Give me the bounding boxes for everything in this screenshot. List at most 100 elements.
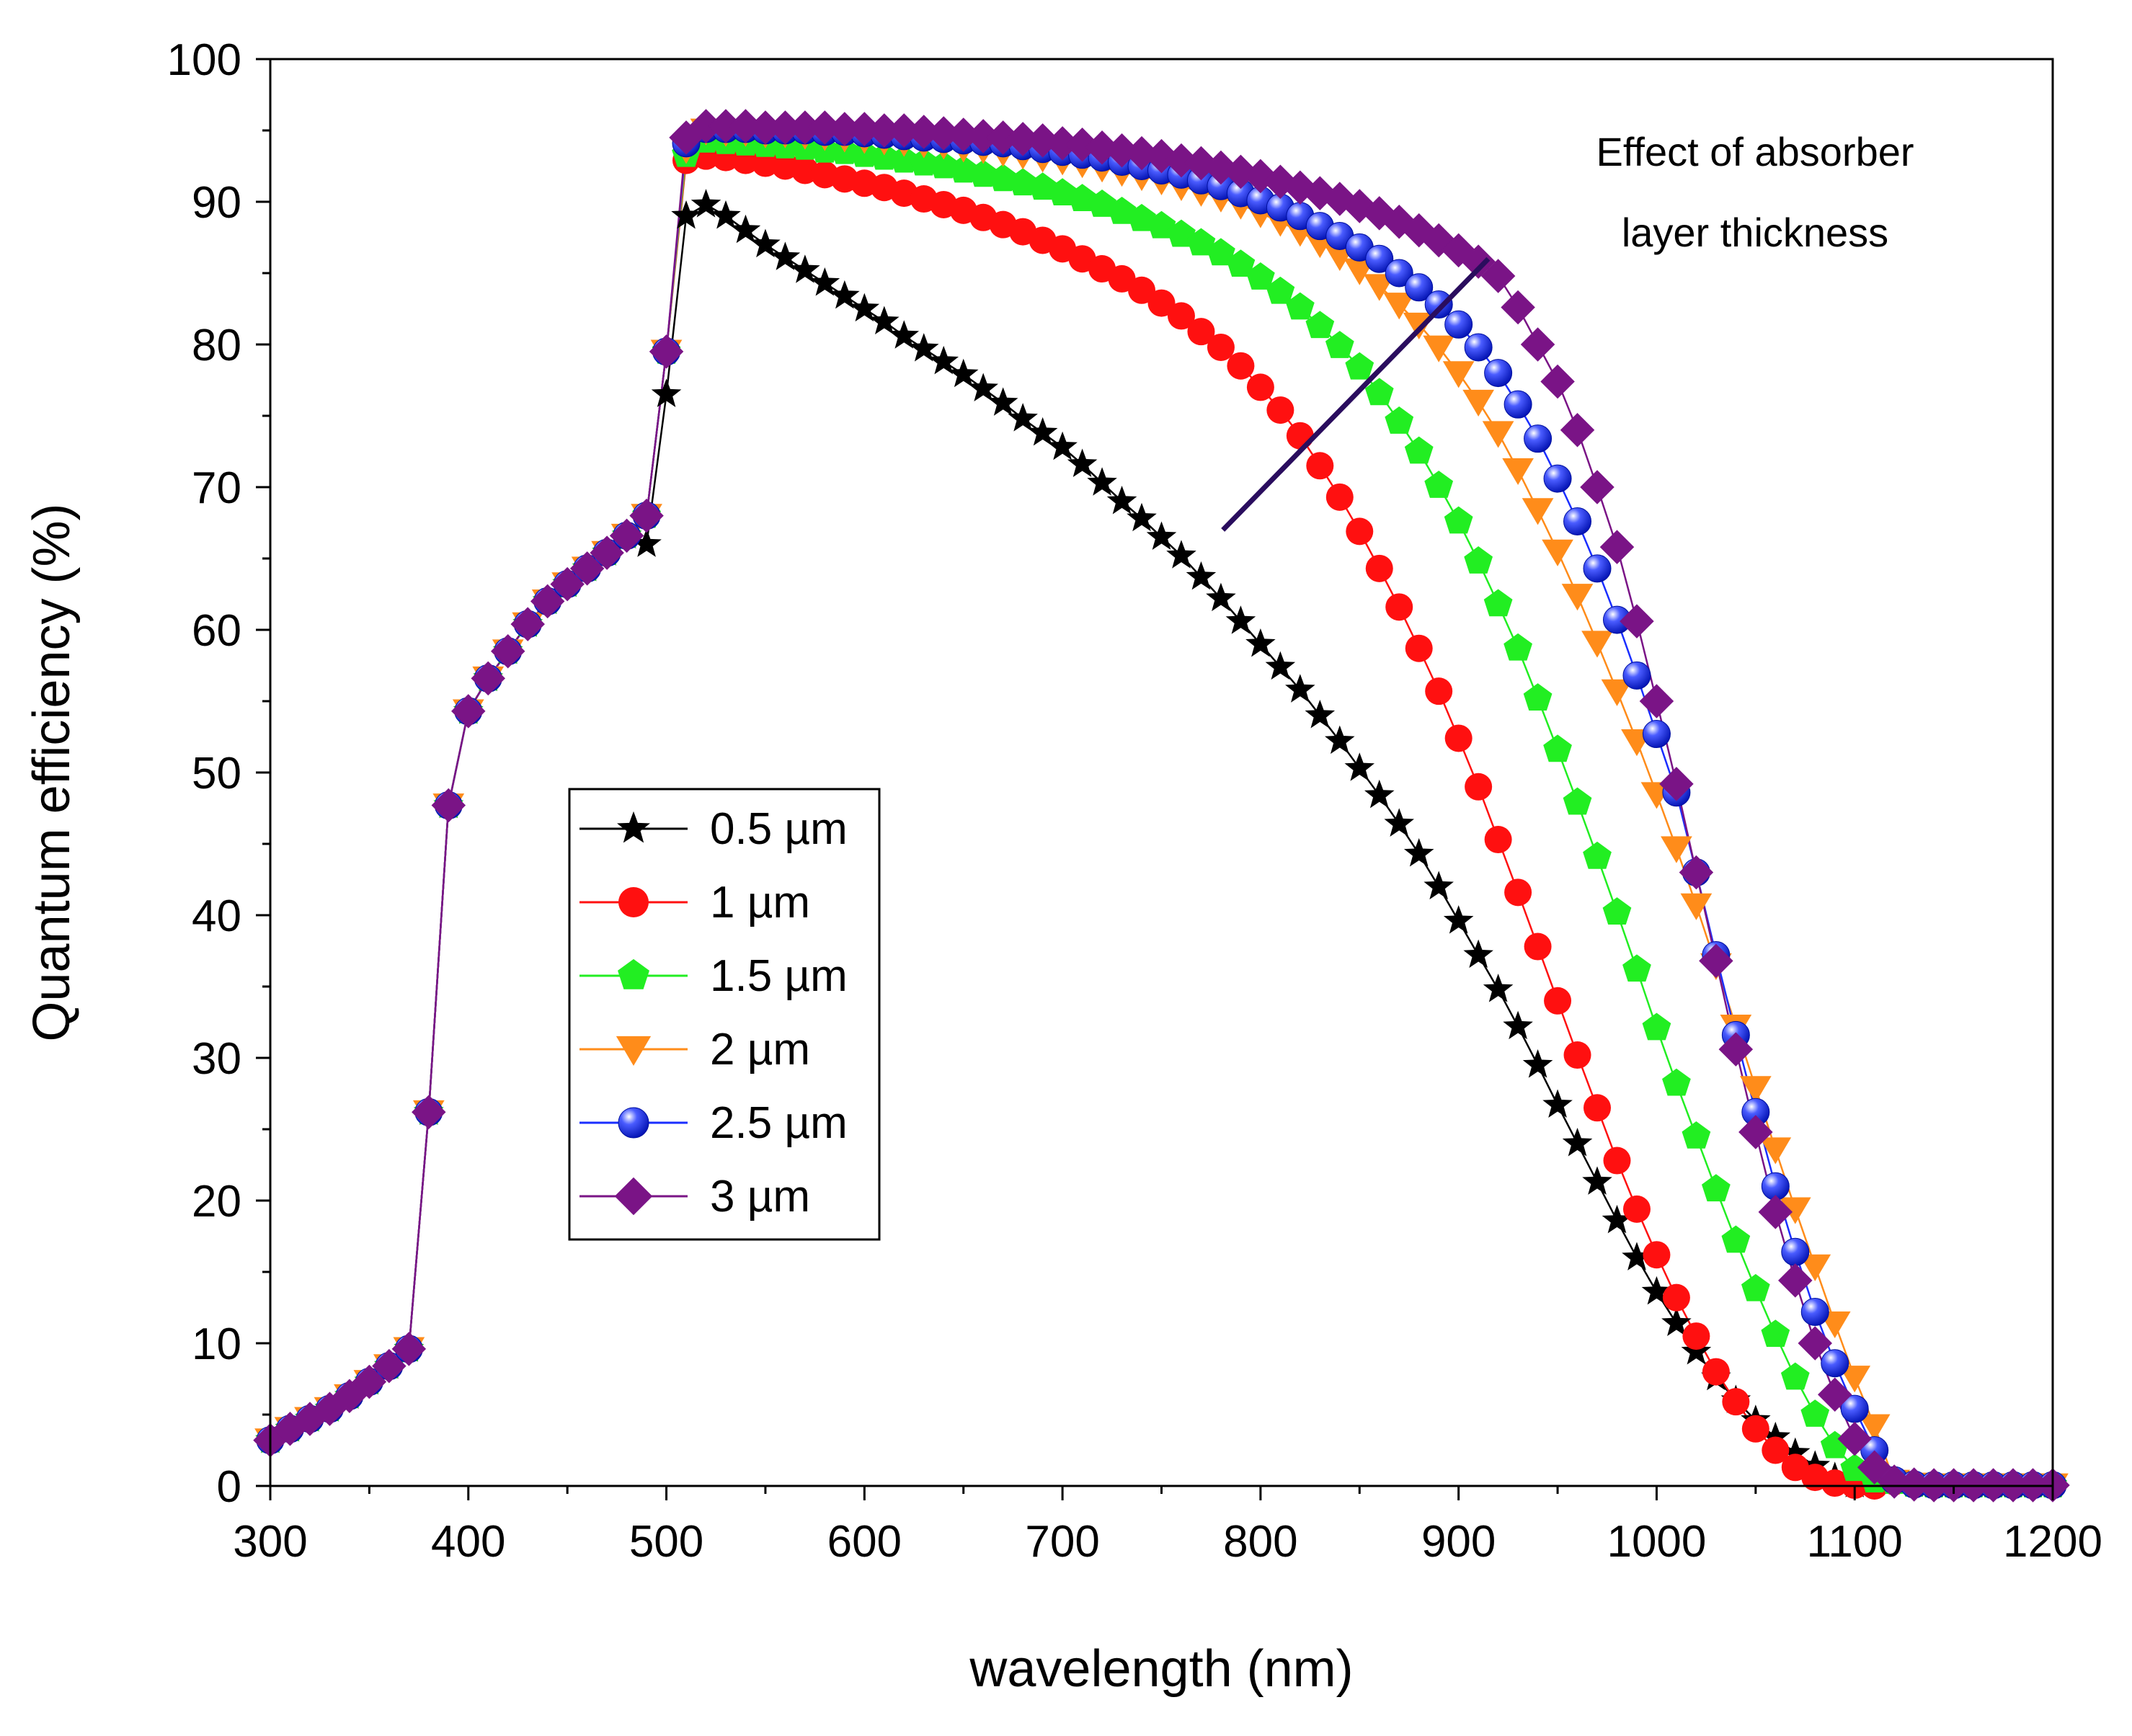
data-point-series-5	[867, 113, 902, 148]
data-point-series-1	[1544, 987, 1572, 1015]
data-point-series-0	[711, 200, 741, 229]
data-point-series-3	[1858, 1414, 1891, 1441]
data-point-series-5	[1580, 470, 1614, 504]
data-point-series-0	[1087, 467, 1117, 496]
data-point-series-2	[1622, 954, 1651, 982]
annotation-text: layer thickness	[1622, 210, 1888, 255]
data-point-series-0	[869, 306, 900, 334]
data-point-series-1	[1504, 878, 1532, 907]
data-point-series-3	[1482, 421, 1514, 448]
data-point-series-2	[1780, 1362, 1810, 1390]
legend-marker	[616, 1036, 652, 1066]
data-point-series-2	[1741, 1273, 1770, 1301]
x-tick-label: 1100	[1807, 1517, 1903, 1567]
data-point-series-1	[1622, 1195, 1651, 1223]
data-point-series-0	[830, 280, 860, 309]
legend-label: 2 µm	[710, 1025, 810, 1074]
data-point-series-1	[1484, 826, 1512, 854]
data-point-series-4	[1563, 507, 1592, 536]
data-point-series-5	[1896, 1467, 1932, 1502]
x-tick-label: 900	[1421, 1517, 1496, 1567]
data-point-series-5	[1639, 684, 1674, 718]
data-point-series-4	[1800, 1297, 1829, 1326]
y-tick-label: 80	[192, 321, 241, 370]
data-point-series-2	[1840, 1454, 1870, 1482]
legend-marker	[618, 1107, 649, 1139]
series-line-0	[270, 203, 1855, 1486]
data-point-series-2	[1246, 262, 1275, 290]
data-point-series-4	[1365, 244, 1394, 273]
x-tick-label: 500	[629, 1517, 703, 1567]
data-point-series-3	[1561, 584, 1594, 611]
data-point-series-5	[887, 113, 922, 148]
data-point-series-5	[728, 109, 763, 143]
data-point-series-3	[1839, 1366, 1871, 1393]
data-point-series-0	[1008, 403, 1038, 432]
data-point-series-3	[1759, 1137, 1792, 1165]
data-point-series-2	[1325, 331, 1354, 358]
data-point-series-5	[1798, 1326, 1833, 1361]
data-point-series-0	[928, 345, 959, 375]
annotation-arrow-line	[1221, 257, 1491, 532]
data-point-series-0	[1285, 674, 1315, 703]
data-point-series-3	[1581, 631, 1613, 658]
data-point-series-3	[1462, 389, 1494, 417]
x-tick-label: 600	[827, 1517, 902, 1567]
data-point-series-0	[849, 293, 880, 322]
data-point-series-0	[1047, 431, 1078, 460]
data-point-series-3	[1680, 893, 1713, 920]
y-axis-label: Quantum efficiency (%)	[23, 504, 81, 1042]
data-point-series-0	[1225, 605, 1256, 634]
data-point-series-0	[1681, 1336, 1712, 1365]
data-point-series-4	[1622, 661, 1651, 690]
y-tick-label: 10	[192, 1319, 241, 1369]
data-point-series-5	[1560, 413, 1595, 448]
x-tick-label: 800	[1223, 1517, 1297, 1567]
data-point-series-5	[1540, 364, 1575, 399]
legend-box	[568, 788, 881, 1241]
data-point-series-5	[530, 584, 565, 619]
x-tick-label: 1200	[2003, 1517, 2102, 1567]
data-point-series-2	[1424, 471, 1454, 498]
data-point-series-5	[926, 116, 961, 151]
data-point-series-5	[352, 1364, 387, 1399]
data-point-series-5	[1599, 530, 1635, 564]
data-point-series-5	[1659, 767, 1694, 801]
data-point-series-0	[770, 241, 801, 270]
data-point-series-1	[1524, 932, 1552, 961]
data-point-series-5	[550, 566, 585, 602]
data-point-series-5	[985, 120, 1021, 155]
data-point-series-5	[412, 1095, 446, 1129]
data-point-series-4	[1524, 424, 1553, 453]
data-point-series-1	[1325, 483, 1354, 511]
data-point-series-5	[709, 109, 743, 143]
data-point-series-5	[827, 112, 862, 146]
data-point-series-1	[1821, 1469, 1849, 1497]
data-point-series-5	[1738, 1115, 1773, 1149]
data-point-series-4	[1464, 333, 1493, 362]
data-point-series-0	[1463, 939, 1493, 969]
y-tick-label: 0	[217, 1462, 241, 1512]
data-point-series-0	[1443, 905, 1474, 934]
data-point-series-1	[1227, 352, 1255, 380]
data-point-series-0	[1661, 1307, 1692, 1336]
x-tick-label: 400	[431, 1517, 505, 1567]
data-point-series-2	[1602, 897, 1632, 925]
data-point-series-2	[1483, 589, 1513, 617]
y-tick-label: 100	[167, 35, 241, 85]
data-point-series-2	[1702, 1174, 1731, 1202]
data-point-series-5	[609, 518, 644, 553]
data-point-series-2	[1503, 633, 1532, 661]
data-point-series-1	[1762, 1436, 1790, 1464]
data-point-series-1	[1147, 289, 1176, 317]
data-point-series-2	[1800, 1399, 1830, 1427]
data-point-series-2	[1721, 1225, 1751, 1253]
data-point-series-1	[1187, 318, 1215, 346]
data-point-series-2	[1523, 683, 1553, 711]
data-point-series-0	[809, 267, 840, 296]
legend-label: 1.5 µm	[710, 951, 848, 1001]
data-point-series-0	[1641, 1276, 1672, 1305]
x-axis-label: wavelength (nm)	[969, 1640, 1353, 1698]
data-point-series-1	[1246, 373, 1274, 401]
data-point-series-2	[929, 151, 959, 179]
